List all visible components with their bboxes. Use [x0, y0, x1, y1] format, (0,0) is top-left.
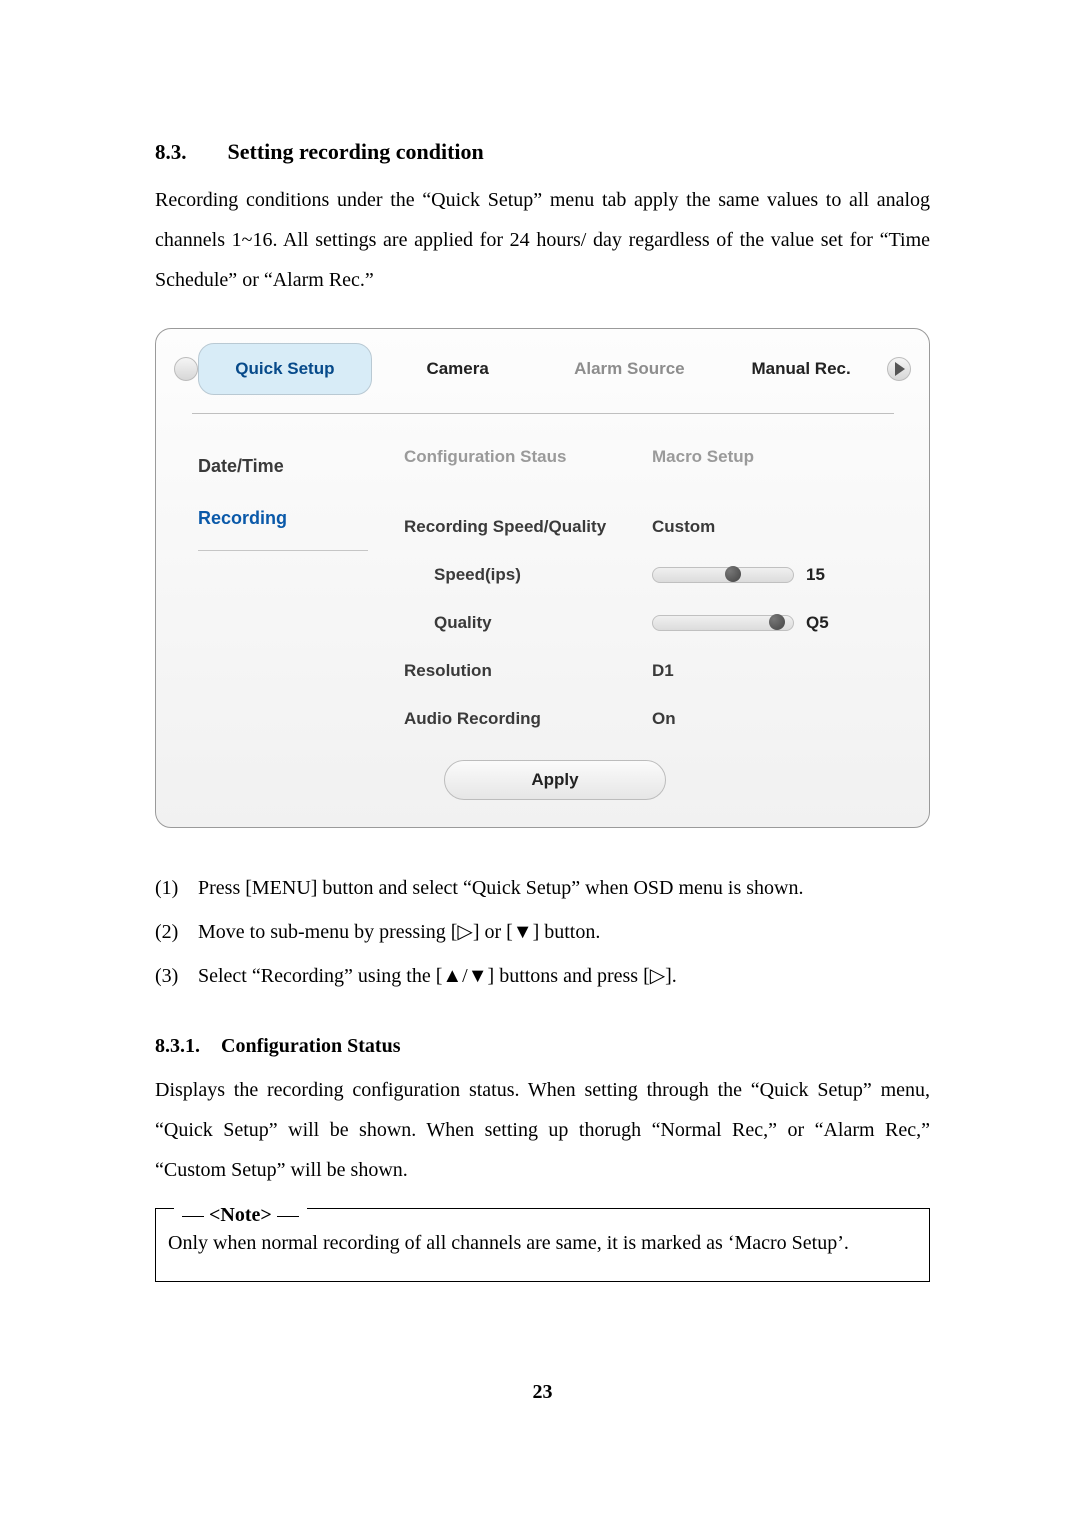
settings-grid: Configuration Staus Macro Setup Recordin… — [404, 440, 911, 736]
value-config-status: Macro Setup — [652, 440, 862, 474]
step-1: (1) Press [MENU] button and select “Quic… — [155, 868, 930, 908]
label-audio: Audio Recording — [404, 702, 652, 736]
panel-content: Date/Time Recording Configuration Staus … — [174, 414, 911, 800]
tab-quick-setup[interactable]: Quick Setup — [198, 343, 372, 395]
section-heading: 8.3. Setting recording condition — [155, 130, 930, 174]
tri-up-icon: ▲ — [442, 965, 462, 987]
step-3-pre: Select “Recording” using the [ — [198, 965, 442, 987]
step-2: (2) Move to sub-menu by pressing [▷] or … — [155, 912, 930, 952]
subsection-title: Configuration Status — [221, 1035, 400, 1057]
quality-slider-row: Q5 — [652, 606, 862, 640]
intro-paragraph: Recording conditions under the “Quick Se… — [155, 180, 930, 300]
step-2-post: ] button. — [533, 921, 601, 943]
steps-list: (1) Press [MENU] button and select “Quic… — [155, 868, 930, 996]
note-label-text: <Note> — [209, 1204, 272, 1226]
section-title: Setting recording condition — [228, 139, 484, 164]
side-item-recording[interactable]: Recording — [198, 492, 380, 544]
chevron-right-icon — [895, 362, 905, 376]
apply-row: Apply — [404, 760, 911, 800]
side-menu: Date/Time Recording — [174, 414, 380, 800]
note-label: <Note> — [174, 1195, 307, 1235]
page: 8.3. Setting recording condition Recordi… — [0, 0, 1080, 1472]
step-2-pre: Move to sub-menu by pressing [ — [198, 921, 457, 943]
speed-slider[interactable] — [652, 567, 794, 583]
page-number: 23 — [155, 1372, 930, 1412]
tri-down-icon-2: ▼ — [468, 965, 488, 987]
quick-setup-panel: Quick Setup Camera Alarm Source Manual R… — [155, 328, 930, 828]
side-item-datetime[interactable]: Date/Time — [198, 440, 380, 492]
subsection-heading: 8.3.1. Configuration Status — [155, 1026, 930, 1066]
tab-manual-rec[interactable]: Manual Rec. — [715, 344, 887, 394]
speed-slider-row: 15 — [652, 558, 862, 592]
tab-alarm-source[interactable]: Alarm Source — [544, 344, 716, 394]
side-separator — [198, 550, 368, 551]
scroll-right-button[interactable] — [887, 357, 911, 381]
apply-button[interactable]: Apply — [444, 760, 666, 800]
step-1-text: Press [MENU] button and select “Quick Se… — [198, 877, 803, 899]
subsection-number: 8.3.1. — [155, 1035, 200, 1057]
step-3-mid: ] buttons and press [ — [488, 965, 650, 987]
step-1-num: (1) — [155, 868, 193, 908]
scroll-left-button[interactable] — [174, 357, 198, 381]
tri-right-icon-2: ▷ — [650, 965, 665, 987]
step-3: (3) Select “Recording” using the [▲/▼] b… — [155, 956, 930, 996]
value-audio[interactable]: On — [652, 702, 862, 736]
value-resolution[interactable]: D1 — [652, 654, 862, 688]
quality-slider-knob[interactable] — [769, 614, 785, 630]
label-resolution: Resolution — [404, 654, 652, 688]
tab-row: Quick Setup Camera Alarm Source Manual R… — [174, 343, 911, 395]
quality-slider[interactable] — [652, 615, 794, 631]
note-box: <Note> Only when normal recording of all… — [155, 1208, 930, 1282]
step-2-num: (2) — [155, 912, 193, 952]
step-3-post: ]. — [665, 965, 677, 987]
section-number: 8.3. — [155, 140, 187, 164]
label-speed: Speed(ips) — [404, 558, 652, 592]
step-3-num: (3) — [155, 956, 193, 996]
label-rec-speed-quality: Recording Speed/Quality — [404, 510, 652, 544]
subsection-body: Displays the recording configuration sta… — [155, 1070, 930, 1190]
value-rec-speed-quality[interactable]: Custom — [652, 510, 862, 544]
speed-value: 15 — [806, 558, 838, 592]
settings-column: Configuration Staus Macro Setup Recordin… — [380, 414, 911, 800]
step-2-mid: ] or [ — [473, 921, 513, 943]
tri-right-icon: ▷ — [457, 921, 472, 943]
quality-value: Q5 — [806, 606, 838, 640]
note-text: Only when normal recording of all channe… — [168, 1232, 849, 1254]
tab-camera[interactable]: Camera — [372, 344, 544, 394]
speed-slider-knob[interactable] — [725, 566, 741, 582]
tri-down-icon: ▼ — [513, 921, 533, 943]
label-quality: Quality — [404, 606, 652, 640]
label-config-status: Configuration Staus — [404, 440, 652, 474]
